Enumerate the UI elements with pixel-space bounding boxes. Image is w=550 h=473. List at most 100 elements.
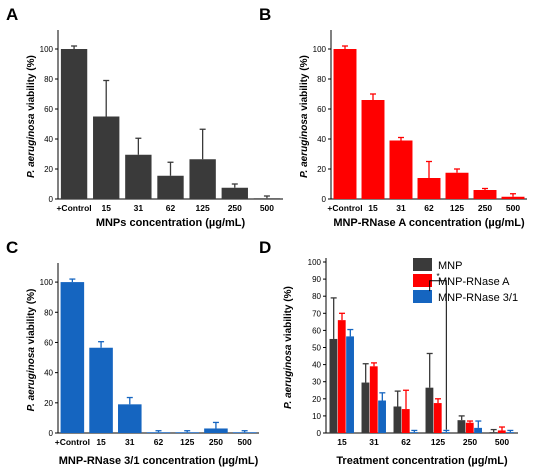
x-tick-label: 500 bbox=[495, 437, 509, 447]
y-tick-label: 100 bbox=[313, 45, 327, 54]
y-tick-label: 60 bbox=[312, 326, 321, 335]
y-tick-label: 60 bbox=[317, 105, 326, 114]
bar bbox=[445, 172, 469, 199]
bar bbox=[433, 403, 442, 433]
y-tick-label: 40 bbox=[312, 361, 321, 370]
panel-label: C bbox=[6, 238, 18, 257]
x-tick-label: 250 bbox=[209, 437, 223, 447]
bar bbox=[118, 404, 142, 433]
y-tick-label: 100 bbox=[308, 258, 322, 267]
x-tick-label: 500 bbox=[506, 203, 520, 213]
bar bbox=[474, 427, 482, 433]
x-axis-label: Treatment concentration (µg/mL) bbox=[336, 455, 508, 467]
panel-d: D 0 10 20 30 40 50 60 70 80 90 100 P. aeruginosa via… bbox=[259, 238, 518, 467]
x-tick-label: 15 bbox=[96, 437, 106, 447]
bar bbox=[369, 366, 378, 433]
y-tick-label: 10 bbox=[312, 412, 321, 421]
x-tick-label: 62 bbox=[401, 437, 411, 447]
y-tick-label: 20 bbox=[44, 165, 53, 174]
y-axis-label: P. aeruginosa viability (%) bbox=[26, 55, 37, 178]
y-tick-label: 40 bbox=[44, 369, 53, 378]
legend-swatch bbox=[413, 274, 432, 287]
x-tick-label: 62 bbox=[154, 437, 164, 447]
y-axis-label: P. aeruginosa viability (%) bbox=[299, 55, 310, 178]
bar bbox=[125, 154, 152, 199]
y-tick-label: 100 bbox=[40, 278, 54, 287]
x-tick-label: 31 bbox=[125, 437, 135, 447]
bar bbox=[401, 409, 410, 433]
x-tick-label: +Control bbox=[327, 203, 362, 213]
y-tick-label: 40 bbox=[44, 135, 53, 144]
y-tick-label: 70 bbox=[312, 309, 321, 318]
bar bbox=[93, 116, 120, 199]
bar bbox=[204, 428, 228, 433]
y-tick-label: 50 bbox=[312, 344, 321, 353]
x-tick-label: 125 bbox=[180, 437, 194, 447]
bar bbox=[221, 187, 248, 199]
panel-label: D bbox=[259, 238, 271, 257]
y-tick-label: 0 bbox=[317, 429, 322, 438]
y-tick-label: 0 bbox=[322, 195, 327, 204]
bar bbox=[506, 432, 514, 433]
x-tick-label: 500 bbox=[260, 203, 274, 213]
y-tick-label: 80 bbox=[44, 75, 53, 84]
y-axis-label: P. aeruginosa viability (%) bbox=[283, 286, 294, 409]
y-tick-label: 20 bbox=[312, 395, 321, 404]
x-tick-label: 125 bbox=[450, 203, 464, 213]
y-axis-label-species: P. aeruginosa bbox=[26, 347, 37, 412]
legend-entry: MNP bbox=[438, 260, 462, 272]
x-tick-label: 250 bbox=[478, 203, 492, 213]
legend-swatch bbox=[413, 290, 432, 303]
y-tick-label: 20 bbox=[44, 399, 53, 408]
y-tick-label: 80 bbox=[44, 308, 53, 317]
bar bbox=[417, 178, 441, 199]
significance-star: * bbox=[436, 272, 439, 281]
y-axis-label-species: P. aeruginosa bbox=[299, 113, 310, 178]
legend-entry: MNP-RNase A bbox=[438, 276, 510, 288]
x-tick-label: 62 bbox=[424, 203, 434, 213]
y-tick-label: 60 bbox=[44, 338, 53, 347]
bar bbox=[361, 382, 370, 433]
x-tick-label: 125 bbox=[431, 437, 445, 447]
x-tick-label: 62 bbox=[166, 203, 176, 213]
bar bbox=[465, 422, 474, 433]
y-tick-label: 60 bbox=[44, 105, 53, 114]
x-tick-label: 500 bbox=[238, 437, 252, 447]
x-axis-label: MNP-RNase 3/1 concentration (µg/mL) bbox=[59, 455, 259, 467]
y-tick-label: 0 bbox=[49, 195, 54, 204]
y-axis-label-unit: viability (%) bbox=[283, 286, 294, 344]
bar bbox=[146, 432, 171, 433]
y-tick-label: 80 bbox=[317, 75, 326, 84]
x-tick-label: +Control bbox=[55, 437, 90, 447]
legend-entry: MNP-RNase 3/1 bbox=[438, 292, 518, 304]
y-tick-label: 20 bbox=[317, 165, 326, 174]
bar bbox=[361, 100, 385, 199]
y-axis-label-unit: viability (%) bbox=[26, 55, 37, 113]
x-tick-label: 250 bbox=[463, 437, 477, 447]
bar bbox=[60, 282, 85, 433]
y-axis-label-unit: viability (%) bbox=[26, 289, 37, 347]
x-tick-label: +Control bbox=[56, 203, 91, 213]
bar bbox=[337, 320, 346, 433]
bar bbox=[425, 387, 434, 433]
bar bbox=[457, 420, 466, 433]
y-axis-label-unit: viability (%) bbox=[299, 55, 310, 113]
significance-bracket bbox=[429, 280, 447, 430]
y-axis-label-species: P. aeruginosa bbox=[283, 344, 294, 409]
y-axis-label-species: P. aeruginosa bbox=[26, 113, 37, 178]
y-axis-label: P. aeruginosa viability (%) bbox=[26, 289, 37, 412]
bar bbox=[89, 347, 113, 433]
legend-swatch bbox=[413, 258, 432, 271]
x-tick-label: 31 bbox=[134, 203, 144, 213]
bar bbox=[253, 198, 281, 199]
bar bbox=[442, 432, 450, 433]
x-axis-label: MNP-RNase A concentration (µg/mL) bbox=[333, 217, 525, 229]
x-tick-label: 31 bbox=[396, 203, 406, 213]
bar bbox=[410, 432, 418, 433]
bar bbox=[497, 430, 506, 433]
x-tick-label: 31 bbox=[369, 437, 379, 447]
bar bbox=[232, 432, 257, 433]
